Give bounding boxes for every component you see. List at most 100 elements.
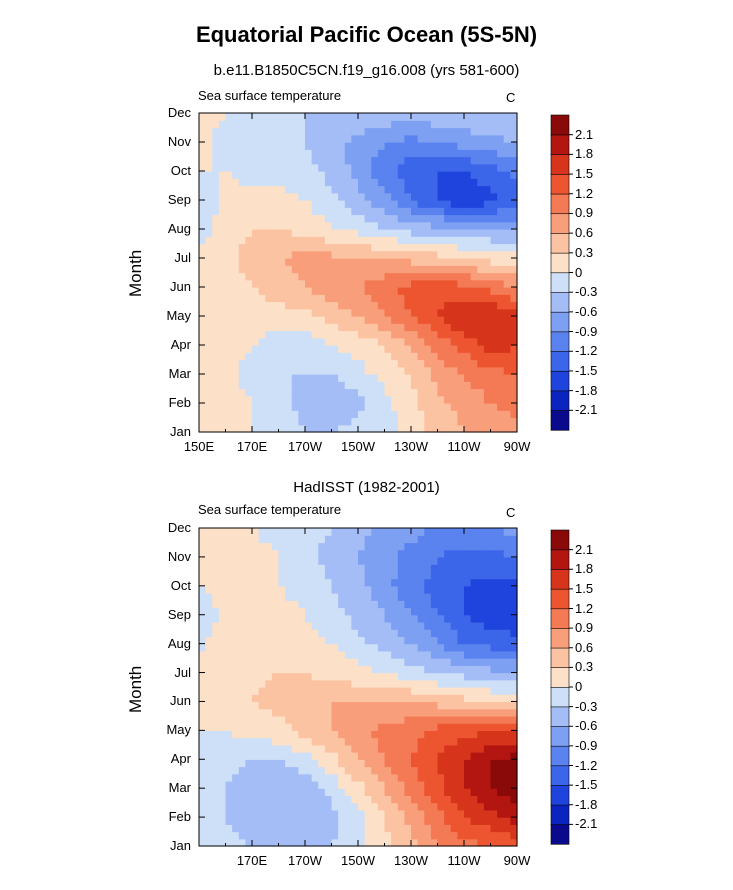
panel2-cell <box>271 817 280 825</box>
panel2-cell <box>391 629 399 638</box>
panel2-cell <box>457 708 465 717</box>
panel2-cell <box>444 650 452 659</box>
panel2-cell <box>212 766 220 775</box>
panel2-y-tick-label: Aug <box>167 635 191 651</box>
panel2-cell <box>245 585 253 594</box>
panel2-cell <box>437 542 445 551</box>
panel1-cell <box>331 134 339 143</box>
panel2-cell <box>199 607 207 616</box>
panel2-cell <box>464 730 472 739</box>
panel1-cell <box>417 221 425 230</box>
panel2-cell <box>457 571 465 580</box>
panel2-cell <box>305 679 313 688</box>
panel2-cell <box>238 759 246 768</box>
panel1-cell <box>364 250 372 259</box>
panel1-cell <box>417 258 425 266</box>
panel2-cell <box>205 636 213 645</box>
panel2-cell <box>344 838 352 847</box>
panel1-cell <box>497 417 505 426</box>
panel1-cell <box>358 171 366 179</box>
panel1-cell <box>265 243 273 252</box>
panel2-cell <box>285 679 293 688</box>
panel2-cell <box>338 744 346 753</box>
panel1-cell <box>225 171 233 179</box>
panel1-cell <box>344 149 352 158</box>
panel2-cell <box>351 643 359 652</box>
panel1-cell <box>377 424 386 433</box>
panel2-cell <box>457 780 465 789</box>
panel2-cell <box>457 556 465 565</box>
panel2-cell <box>450 665 458 674</box>
panel1-cell <box>305 214 313 223</box>
panel1-cell <box>271 272 280 281</box>
panel2-cell <box>252 737 260 746</box>
panel2-cell <box>285 701 293 710</box>
panel1-cell <box>205 279 213 288</box>
panel1-cell <box>218 113 227 121</box>
panel2-cell <box>371 672 379 681</box>
panel2-cell <box>318 600 326 609</box>
panel1-cell <box>358 337 366 346</box>
panel2-cell <box>238 744 246 753</box>
panel1-cell <box>311 250 319 259</box>
panel2-cell <box>503 737 511 746</box>
panel1-cell <box>291 192 299 201</box>
panel2-cell <box>364 665 372 674</box>
panel1-cell <box>490 388 498 397</box>
panel1-cell <box>238 163 246 172</box>
panel1-cell <box>397 178 405 187</box>
panel1-cell <box>225 395 233 404</box>
panel1-cell <box>404 403 412 411</box>
panel2-cell <box>404 542 412 551</box>
panel1-cell <box>199 359 207 368</box>
panel2-cell <box>483 593 492 601</box>
panel2-cell <box>298 672 306 681</box>
panel2-cell <box>417 528 425 536</box>
panel1-cell <box>338 337 346 346</box>
panel2-cell <box>238 658 246 666</box>
panel1-cell <box>497 366 505 375</box>
panel2-cell <box>503 571 511 580</box>
panel1-cell <box>278 395 286 404</box>
panel2-cell <box>265 687 273 695</box>
panel1-cell <box>225 381 233 390</box>
panel1-cell <box>450 207 458 216</box>
panel2-cell <box>371 643 379 652</box>
panel2-cell <box>437 809 445 818</box>
panel1-cell <box>503 279 511 288</box>
panel1-colorbar-label: 0.9 <box>575 205 594 221</box>
panel1-cell <box>225 221 233 230</box>
panel2-cell <box>344 672 352 681</box>
panel2-cell <box>477 824 485 833</box>
panel1-colorbar-box <box>550 154 570 175</box>
panel1-colorbar-box <box>550 232 570 254</box>
panel2-cell <box>477 636 485 645</box>
panel1-cell <box>232 221 240 230</box>
panel1-cell <box>437 330 445 339</box>
panel1-cell <box>384 178 392 187</box>
panel1-cell <box>364 236 372 245</box>
panel1-cell <box>490 424 498 433</box>
panel2-cell <box>450 542 458 551</box>
panel2-cell <box>245 636 253 645</box>
panel1-cell <box>258 185 266 194</box>
panel2-cell <box>377 607 386 616</box>
panel2-cell <box>331 730 339 739</box>
panel1-cell <box>510 229 518 237</box>
panel2-cell <box>252 556 260 565</box>
panel1-cell <box>331 410 339 419</box>
panel1-title: b.e11.B1850C5CN.f19_g16.008 (yrs 581-600… <box>213 62 520 79</box>
panel2-cell <box>351 549 359 558</box>
panel1-cell <box>291 221 299 230</box>
panel2-cell <box>358 535 366 544</box>
panel1-cell <box>377 207 386 216</box>
panel2-cell <box>212 730 220 739</box>
panel1-cell <box>318 337 326 346</box>
panel2-cell <box>232 795 240 804</box>
panel1-cell <box>371 113 379 121</box>
panel2-cell <box>364 744 372 753</box>
panel1-cell <box>338 403 346 411</box>
panel2-cell <box>510 773 518 782</box>
panel1-cell <box>351 142 359 150</box>
panel1-cell <box>351 352 359 361</box>
